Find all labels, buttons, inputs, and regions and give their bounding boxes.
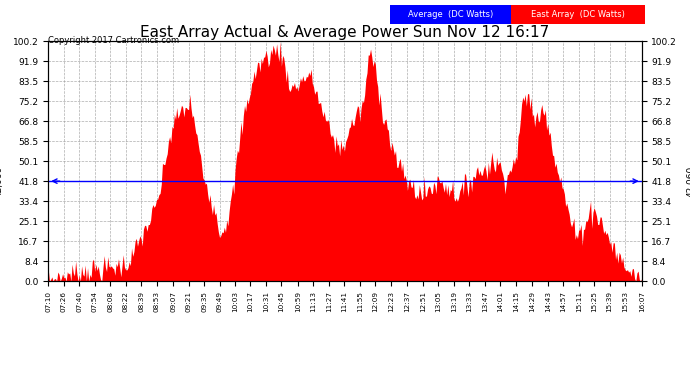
- Text: East Array  (DC Watts): East Array (DC Watts): [531, 10, 625, 19]
- Text: 42,060: 42,060: [687, 165, 690, 197]
- Text: Average  (DC Watts): Average (DC Watts): [408, 10, 493, 19]
- Text: Copyright 2017 Cartronics.com: Copyright 2017 Cartronics.com: [48, 36, 179, 45]
- Title: East Array Actual & Average Power Sun Nov 12 16:17: East Array Actual & Average Power Sun No…: [140, 25, 550, 40]
- Text: 42,060: 42,060: [0, 165, 3, 197]
